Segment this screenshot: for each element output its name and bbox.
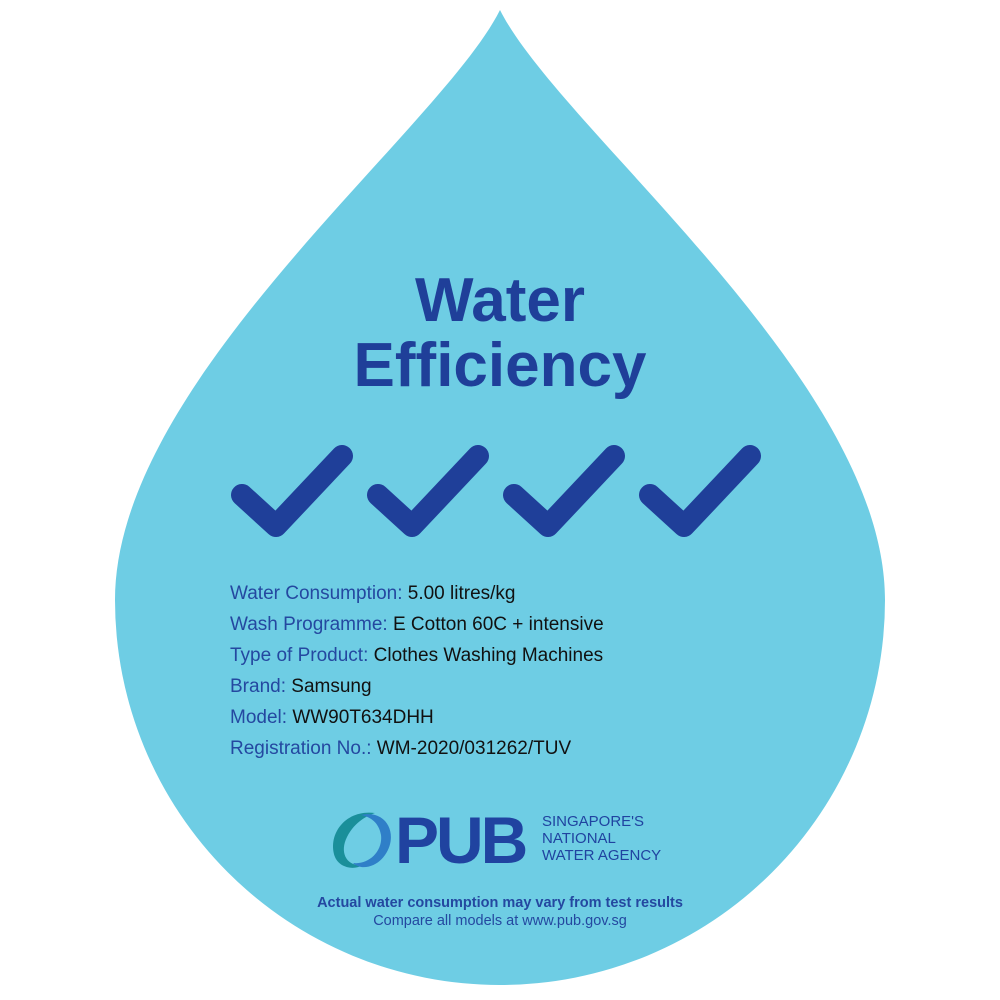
pub-tagline: SINGAPORE'S NATIONAL WATER AGENCY bbox=[542, 813, 661, 864]
detail-model: Model: WW90T634DHH bbox=[230, 702, 604, 733]
detail-label: Model: bbox=[230, 707, 288, 728]
detail-value: WM-2020/031262/TUV bbox=[376, 738, 572, 759]
detail-label: Water Consumption: bbox=[230, 583, 403, 604]
title-line-1: Water bbox=[415, 266, 585, 335]
detail-label: Type of Product: bbox=[230, 645, 369, 666]
rating-checkmarks bbox=[231, 445, 761, 537]
detail-type-of-product: Type of Product: Clothes Washing Machine… bbox=[230, 640, 604, 671]
tagline-line: SINGAPORE'S bbox=[542, 813, 645, 830]
checkmark-icon bbox=[639, 445, 761, 537]
detail-value: WW90T634DHH bbox=[292, 707, 434, 728]
checkmark-icon bbox=[367, 445, 489, 537]
tagline-line: WATER AGENCY bbox=[542, 847, 662, 864]
detail-registration: Registration No.: WM-2020/031262/TUV bbox=[230, 733, 604, 764]
detail-wash-programme: Wash Programme: E Cotton 60C + intensive bbox=[230, 609, 604, 640]
tagline-line: NATIONAL bbox=[542, 830, 616, 847]
detail-value: E Cotton 60C + intensive bbox=[392, 614, 604, 635]
detail-label: Registration No.: bbox=[230, 738, 372, 759]
detail-value: Clothes Washing Machines bbox=[373, 645, 604, 666]
pub-wordmark: PUB bbox=[395, 803, 528, 877]
detail-water-consumption: Water Consumption: 5.00 litres/kg bbox=[230, 578, 604, 609]
detail-brand: Brand: Samsung bbox=[230, 671, 604, 702]
pub-swirl-icon bbox=[333, 812, 391, 868]
detail-value: Samsung bbox=[291, 676, 372, 697]
checkmark-icon bbox=[231, 445, 353, 537]
checkmark-icon bbox=[503, 445, 625, 537]
compare-text: Compare all models at www.pub.gov.sg bbox=[373, 913, 627, 929]
disclaimer-text: Actual water consumption may vary from t… bbox=[317, 895, 683, 911]
title-line-2: Efficiency bbox=[353, 331, 647, 400]
detail-value: 5.00 litres/kg bbox=[407, 583, 516, 604]
product-details: Water Consumption: 5.00 litres/kg Wash P… bbox=[230, 578, 604, 764]
detail-label: Wash Programme: bbox=[230, 614, 388, 635]
pub-logo: PUB SINGAPORE'S NATIONAL WATER AGENCY bbox=[325, 805, 685, 875]
detail-label: Brand: bbox=[230, 676, 286, 697]
